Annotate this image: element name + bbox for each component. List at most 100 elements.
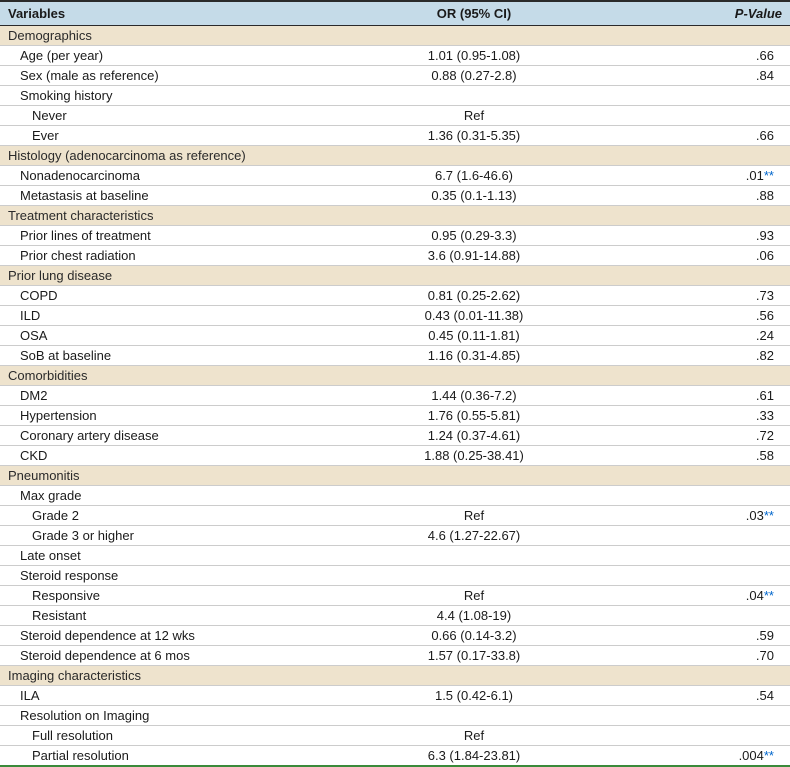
variable-label: ILA: [0, 686, 348, 706]
variable-label: Nonadenocarcinoma: [0, 166, 348, 186]
or-value: [348, 666, 601, 686]
p-value: [600, 486, 790, 506]
p-value: .61: [600, 386, 790, 406]
table-row: NeverRef: [0, 106, 790, 126]
variable-label: SoB at baseline: [0, 346, 348, 366]
p-value: [600, 666, 790, 686]
table-row: Resolution on Imaging: [0, 706, 790, 726]
p-value: .54: [600, 686, 790, 706]
table-row: Coronary artery disease1.24 (0.37-4.61).…: [0, 426, 790, 446]
p-value: [600, 606, 790, 626]
variable-label: Steroid dependence at 6 mos: [0, 646, 348, 666]
table-row: Prior lines of treatment0.95 (0.29-3.3).…: [0, 226, 790, 246]
p-value: .93: [600, 226, 790, 246]
or-value: 0.95 (0.29-3.3): [348, 226, 601, 246]
table-row: Grade 2Ref.03**: [0, 506, 790, 526]
table-row: Full resolutionRef: [0, 726, 790, 746]
p-value: .66: [600, 126, 790, 146]
variable-label: Resolution on Imaging: [0, 706, 348, 726]
table-row: ILD0.43 (0.01-11.38).56: [0, 306, 790, 326]
variable-label: Smoking history: [0, 86, 348, 106]
table-row: Partial resolution6.3 (1.84-23.81).004**: [0, 746, 790, 767]
p-value: [600, 706, 790, 726]
or-value: 6.3 (1.84-23.81): [348, 746, 601, 767]
table-row: DM21.44 (0.36-7.2).61: [0, 386, 790, 406]
variable-label: Grade 3 or higher: [0, 526, 348, 546]
significance-stars: **: [764, 168, 774, 183]
p-value: .004**: [600, 746, 790, 767]
variable-label: Ever: [0, 126, 348, 146]
table-row: Sex (male as reference)0.88 (0.27-2.8).8…: [0, 66, 790, 86]
p-value: .33: [600, 406, 790, 426]
or-value: 1.88 (0.25-38.41): [348, 446, 601, 466]
variable-label: Prior lines of treatment: [0, 226, 348, 246]
or-value: 3.6 (0.91-14.88): [348, 246, 601, 266]
table-row: ResponsiveRef.04**: [0, 586, 790, 606]
variable-label: OSA: [0, 326, 348, 346]
or-value: Ref: [348, 106, 601, 126]
significance-stars: **: [764, 588, 774, 603]
variable-label: Imaging characteristics: [0, 666, 348, 686]
section-row: Comorbidities: [0, 366, 790, 386]
section-row: Histology (adenocarcinoma as reference): [0, 146, 790, 166]
or-value: 1.57 (0.17-33.8): [348, 646, 601, 666]
p-value: [600, 86, 790, 106]
table-row: Metastasis at baseline0.35 (0.1-1.13).88: [0, 186, 790, 206]
variable-label: Prior chest radiation: [0, 246, 348, 266]
section-row: Pneumonitis: [0, 466, 790, 486]
significance-stars: **: [764, 748, 774, 763]
or-value: Ref: [348, 506, 601, 526]
variable-label: Steroid dependence at 12 wks: [0, 626, 348, 646]
or-value: 1.16 (0.31-4.85): [348, 346, 601, 366]
p-value: .66: [600, 46, 790, 66]
table-row: Age (per year)1.01 (0.95-1.08).66: [0, 46, 790, 66]
or-value: 0.88 (0.27-2.8): [348, 66, 601, 86]
variable-label: Partial resolution: [0, 746, 348, 767]
variable-label: DM2: [0, 386, 348, 406]
variable-label: ILD: [0, 306, 348, 326]
variable-label: Pneumonitis: [0, 466, 348, 486]
variable-label: Steroid response: [0, 566, 348, 586]
p-value: [600, 366, 790, 386]
or-value: 1.24 (0.37-4.61): [348, 426, 601, 446]
or-value: 1.44 (0.36-7.2): [348, 386, 601, 406]
table-row: Grade 3 or higher4.6 (1.27-22.67): [0, 526, 790, 546]
p-value: [600, 146, 790, 166]
p-value: [600, 466, 790, 486]
table-row: Max grade: [0, 486, 790, 506]
table-row: Steroid response: [0, 566, 790, 586]
variable-label: Max grade: [0, 486, 348, 506]
table-row: Steroid dependence at 12 wks0.66 (0.14-3…: [0, 626, 790, 646]
table-row: Steroid dependence at 6 mos1.57 (0.17-33…: [0, 646, 790, 666]
p-value: [600, 26, 790, 46]
p-value: .04**: [600, 586, 790, 606]
variable-label: Coronary artery disease: [0, 426, 348, 446]
variable-label: Never: [0, 106, 348, 126]
variable-label: Age (per year): [0, 46, 348, 66]
variable-label: Histology (adenocarcinoma as reference): [0, 146, 348, 166]
or-value: Ref: [348, 726, 601, 746]
variable-label: Demographics: [0, 26, 348, 46]
p-value: .73: [600, 286, 790, 306]
p-value: [600, 726, 790, 746]
or-value: Ref: [348, 586, 601, 606]
p-value: [600, 106, 790, 126]
or-value: 4.4 (1.08-19): [348, 606, 601, 626]
or-value: 6.7 (1.6-46.6): [348, 166, 601, 186]
significance-stars: **: [764, 508, 774, 523]
or-value: [348, 486, 601, 506]
or-value: 0.45 (0.11-1.81): [348, 326, 601, 346]
p-value: .84: [600, 66, 790, 86]
variable-label: Comorbidities: [0, 366, 348, 386]
or-value: [348, 566, 601, 586]
or-value: [348, 546, 601, 566]
or-value: [348, 366, 601, 386]
p-value: [600, 546, 790, 566]
p-value: [600, 526, 790, 546]
variable-label: Treatment characteristics: [0, 206, 348, 226]
section-row: Imaging characteristics: [0, 666, 790, 686]
p-value: .88: [600, 186, 790, 206]
p-value: [600, 206, 790, 226]
table-row: SoB at baseline1.16 (0.31-4.85).82: [0, 346, 790, 366]
p-value: [600, 566, 790, 586]
